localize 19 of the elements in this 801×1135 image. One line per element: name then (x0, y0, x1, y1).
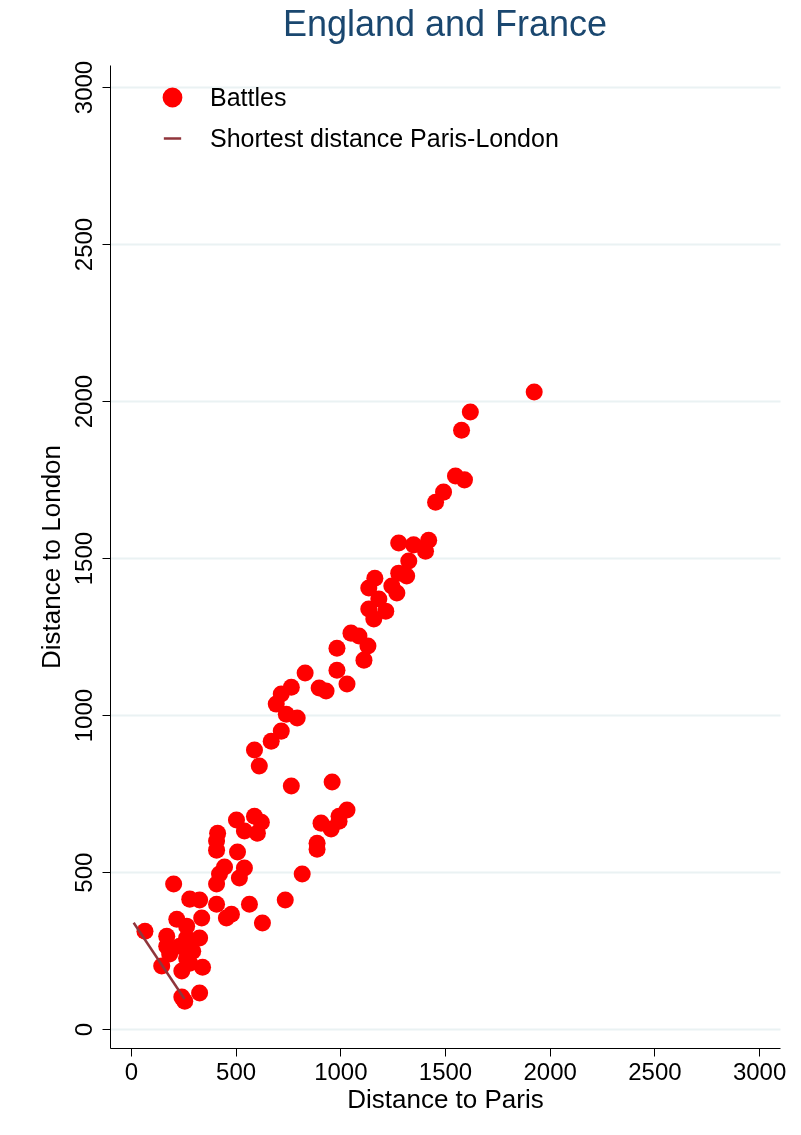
y-axis-title: Distance to London (35, 444, 66, 670)
x-axis-title: Distance to Paris (347, 1083, 544, 1114)
x-tick-label: 0 (124, 1057, 139, 1085)
y-tick-label: 2000 (69, 374, 97, 429)
x-tick-label: 2500 (628, 1057, 682, 1085)
y-tick-label: 1500 (69, 531, 97, 586)
x-tick-label: 500 (216, 1057, 257, 1085)
y-tick-label: 2500 (69, 217, 97, 272)
x-tick-label: 3000 (732, 1057, 787, 1085)
x-tick-label: 1000 (314, 1057, 368, 1085)
y-tick-label: 0 (69, 1022, 97, 1037)
x-tick-label: 1500 (418, 1057, 473, 1085)
legend-label: Battles (210, 82, 287, 111)
legend-label: Shortest distance Paris-London (210, 123, 559, 152)
y-tick-label: 1000 (69, 688, 97, 743)
x-tick-label: 2000 (523, 1057, 577, 1085)
y-tick-label: 500 (69, 852, 97, 893)
chart-title: England and France (282, 3, 608, 45)
y-tick-label: 3000 (69, 60, 97, 115)
